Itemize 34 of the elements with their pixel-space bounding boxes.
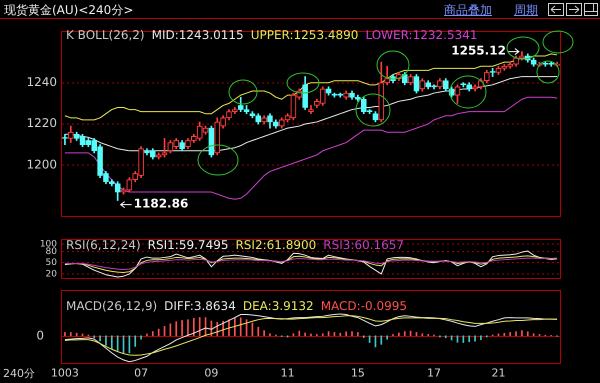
x-tick-label: 15 — [350, 366, 365, 380]
candlestick — [162, 138, 168, 158]
legend-title: MACD(26,12,9) — [66, 299, 158, 313]
legend-title: K BOLL(26,2) — [66, 28, 145, 42]
y-tick-label: 80 — [46, 246, 58, 257]
x-tick-label: 17 — [427, 366, 442, 380]
text: LOWER:1232.5341 — [365, 28, 478, 42]
chart-title: 现货黄金(AU)<240分> — [4, 2, 134, 19]
y-tick-label: 20 — [46, 269, 58, 280]
text: 周期 — [514, 2, 538, 19]
x-tick-label: 21 — [491, 366, 506, 380]
series-label: RSI1:59.7495 — [148, 238, 228, 252]
text: UPPER:1253.4890 — [250, 28, 358, 42]
series-label: DEA:3.9132 — [242, 299, 314, 313]
y-tick-label: 1200 — [26, 157, 57, 172]
text: MID:1243.0115 — [152, 28, 244, 42]
ref-line-label: 0 — [36, 328, 44, 343]
candlestick — [62, 134, 68, 145]
x-tick-label: 1003 — [50, 366, 79, 380]
text: 240分 — [3, 366, 35, 381]
legend-title: RSI(6,12,24) — [66, 238, 141, 252]
annotation: 1182.86 — [134, 196, 188, 211]
y-tick-label: 50 — [46, 258, 58, 268]
text: 商品叠加 — [444, 2, 492, 19]
series-label: RSI2:61.8900 — [235, 238, 316, 252]
series-label: MACD:-0.0995 — [320, 299, 408, 313]
annotation: 1255.12 — [451, 44, 506, 58]
y-tick-label: 1220 — [26, 116, 57, 130]
x-tick-label: 07 — [134, 366, 148, 380]
series-label: RSI3:60.1657 — [323, 238, 404, 252]
series-label: DIFF:3.8634 — [164, 299, 236, 313]
x-tick-label: 11 — [280, 366, 295, 380]
y-tick-label: 1240 — [26, 74, 57, 89]
x-tick-label: 09 — [204, 366, 218, 380]
